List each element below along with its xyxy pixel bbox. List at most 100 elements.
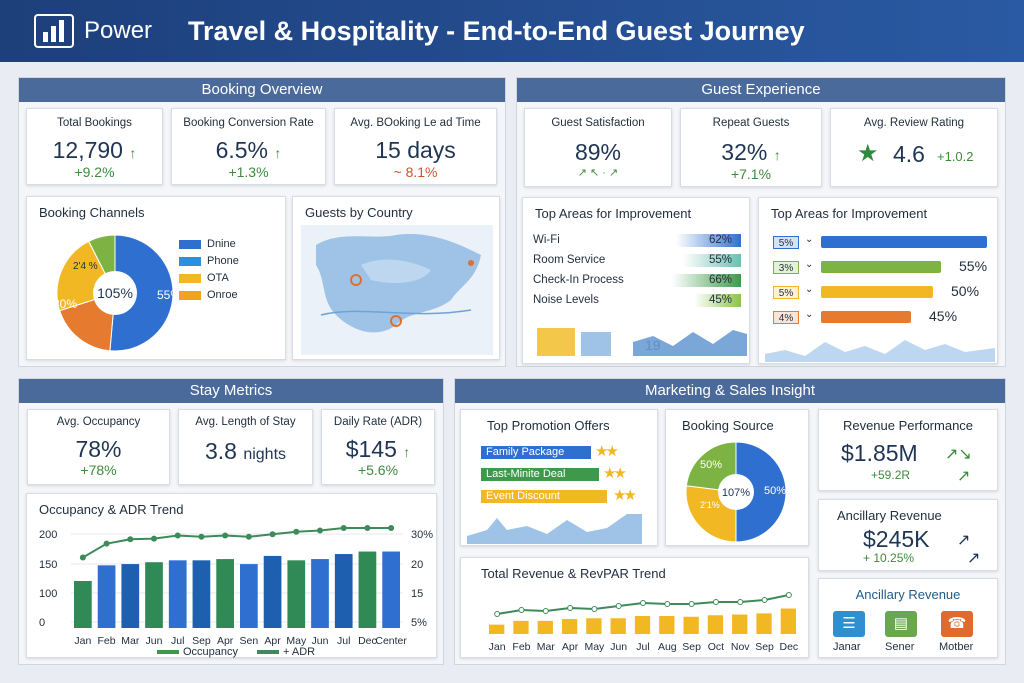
kpi-value: 32% ↑ (721, 139, 781, 165)
x-tick-label: Apr (217, 635, 234, 647)
x-tick-label: Jun (312, 635, 329, 647)
x-tick-label: Jul (636, 641, 649, 653)
arrow-up-icon: ↑ (403, 444, 411, 460)
booking-source-pie: 107% 50% 50% 2'1% (685, 441, 787, 543)
improvement-bar (683, 254, 741, 267)
promo-offer-bar[interactable]: Last-Minite Deal (481, 468, 599, 481)
revenue-bar (513, 620, 529, 634)
header-bar: Power Travel & Hospitality - End-to-End … (0, 0, 1024, 62)
revenue-bar (683, 616, 699, 634)
improvement-bar (671, 274, 741, 287)
kpi-card-adr[interactable]: Daily Rate (ADR) $145 ↑ +5.6% (321, 409, 435, 485)
pie-slice (109, 234, 174, 352)
kpi-label: Revenue Performance (842, 418, 974, 433)
pie-slice-label: 2'4 % (73, 261, 98, 272)
kpi-card-length-of-stay[interactable]: Avg. Length of Stay 3.8 nights (178, 409, 313, 485)
star-icon: ★★ (595, 443, 619, 460)
x-tick-label: Jan (489, 641, 506, 653)
ancillary-channels-card[interactable]: Ancillary Revenue ☰ ▤ ☎ Janar Sener Motb… (818, 578, 998, 658)
revenue-performance-card[interactable]: Revenue Performance $1.85M ↗↘ +59.2R ↗ (818, 409, 998, 491)
revpar-point (761, 597, 768, 603)
x-tick-label: Jun (146, 635, 163, 647)
x-tick-label: Mar (537, 641, 556, 653)
guests-by-country-card[interactable]: Guests by Country (292, 196, 500, 360)
kpi-card-conversion-rate[interactable]: Booking Conversion Rate 6.5% ↑ +1.3% (171, 108, 326, 185)
kpi-card-occupancy[interactable]: Avg. Occupancy 78% +78% (27, 409, 170, 485)
kpi-delta: +59.2R (871, 468, 911, 482)
occupancy-bar (334, 554, 353, 628)
y-tick-label: 0 (39, 617, 45, 629)
kpi-label: Avg. Length of Stay (195, 416, 296, 428)
chevron-down-icon: ⌄ (805, 309, 814, 320)
promo-offer-bar[interactable]: Event Discount (481, 490, 607, 503)
kpi-card-repeat-guests[interactable]: Repeat Guests 32% ↑ +7.1% (680, 108, 822, 187)
phone-icon[interactable]: ☎ (941, 611, 973, 637)
y-tick-label: 150 (39, 559, 57, 571)
channel-label: Janar (833, 641, 861, 653)
kpi-delta: +78% (80, 462, 117, 478)
adr-point (317, 527, 323, 534)
revenue-bar (586, 618, 602, 634)
kpi-label: Avg. Review Rating (863, 117, 965, 129)
arrow-up-icon: ↑ (274, 145, 282, 161)
revenue-revpar-trend-card[interactable]: Total Revenue & RevPAR Trend Jan Feb Mar Ap… (460, 557, 809, 658)
ancillary-revenue-card[interactable]: Ancillary Revenue $245K ↗ + 10.25% ↗ (818, 499, 998, 571)
booking-channels-card[interactable]: Booking Channels 105% 2'4 % 20% 55% Dnin… (26, 196, 286, 360)
arrow-up-icon: ↑ (773, 147, 781, 163)
card-title: Booking Source (682, 418, 774, 433)
booking-channels-pie: 105% 2'4 % 20% 55% (53, 234, 181, 352)
occupancy-adr-trend-card[interactable]: Occupancy & ADR Trend 200 150 100 0 30% 20 15 5… (26, 493, 437, 658)
kpi-label: Guest Satisfaction (551, 117, 645, 129)
kpi-card-lead-time[interactable]: Avg. BOoking Le ad Time 15 days ~ 8.1% (334, 108, 497, 185)
legend-swatch (257, 650, 279, 654)
promo-offer-bar[interactable]: Family Package (481, 446, 591, 459)
adr-point (245, 533, 252, 540)
x-tick-label: Center (375, 635, 407, 647)
kpi-card-guest-satisfaction[interactable]: Guest Satisfaction 89% ↗ ↖ · ↗ (524, 108, 672, 187)
revenue-revpar-chart: Jan Feb Mar Apr May Jun Jul Aug Sep Oct Nov Sep Dec (489, 592, 798, 653)
revenue-bar (634, 616, 651, 634)
improvement-bar (693, 294, 741, 307)
x-tick-label: Jul (337, 635, 350, 647)
improvement-value: 62% (709, 234, 733, 246)
occupancy-bar (240, 564, 258, 628)
kpi-label: Avg. BOoking Le ad Time (350, 117, 481, 129)
revenue-bar (561, 619, 578, 634)
adr-point (174, 532, 181, 539)
improvement-right-card[interactable]: Top Areas for Improvement 5% ⌄ 3% ⌄ 55% 5% ⌄ 50… (758, 197, 998, 364)
x-tick-label: Jul (171, 635, 184, 647)
x-tick-label: May (584, 641, 605, 653)
chat-icon[interactable]: ▤ (885, 611, 917, 637)
kpi-card-review-rating[interactable]: Avg. Review Rating ★ 4.6 +1.0.2 (830, 108, 998, 187)
x-tick-label: Oct (708, 641, 724, 653)
channel-label: Sener (885, 641, 915, 653)
revpar-point (615, 603, 622, 609)
improvement-left-card[interactable]: Top Areas for Improvement Wi-Fi 62% Room S… (522, 197, 750, 364)
occupancy-bar (358, 551, 377, 628)
x-tick-label: Feb (98, 635, 116, 647)
message-icon[interactable]: ☰ (833, 611, 865, 637)
kpi-label: Ancillary Revenue (837, 508, 942, 523)
trend-up-icon: ↗ (957, 468, 971, 485)
kpi-value: 89% (574, 139, 622, 165)
adr-point (293, 528, 300, 535)
y2-tick-label: 20 (411, 559, 423, 571)
revenue-bar (659, 616, 675, 634)
adr-line (82, 527, 392, 559)
revpar-point (567, 605, 574, 611)
kpi-card-total-bookings[interactable]: Total Bookings 12,790 ↑ +9.2% (26, 108, 163, 185)
pie-slice-label: 55% (157, 288, 181, 302)
kpi-value: 4.6 (893, 141, 925, 167)
adr-point (198, 533, 205, 540)
improvement-value: 45% (709, 294, 733, 306)
promotion-offers-card[interactable]: Top Promotion Offers Family Package ★★ Las… (460, 409, 658, 546)
y-tick-label: 100 (39, 588, 57, 600)
legend-item: Phone (179, 255, 239, 267)
kpi-delta: +5.6% (357, 462, 399, 478)
panel-title: Marketing & Sales Insight (455, 379, 1005, 403)
kpi-label: Ancillary Revenue (855, 587, 961, 602)
revenue-bar (610, 618, 626, 634)
power-logo[interactable]: Power (34, 14, 152, 48)
booking-source-card[interactable]: Booking Source 107% 50% 50% 2'1% (665, 409, 809, 546)
improvement-value: 55% (709, 254, 733, 266)
